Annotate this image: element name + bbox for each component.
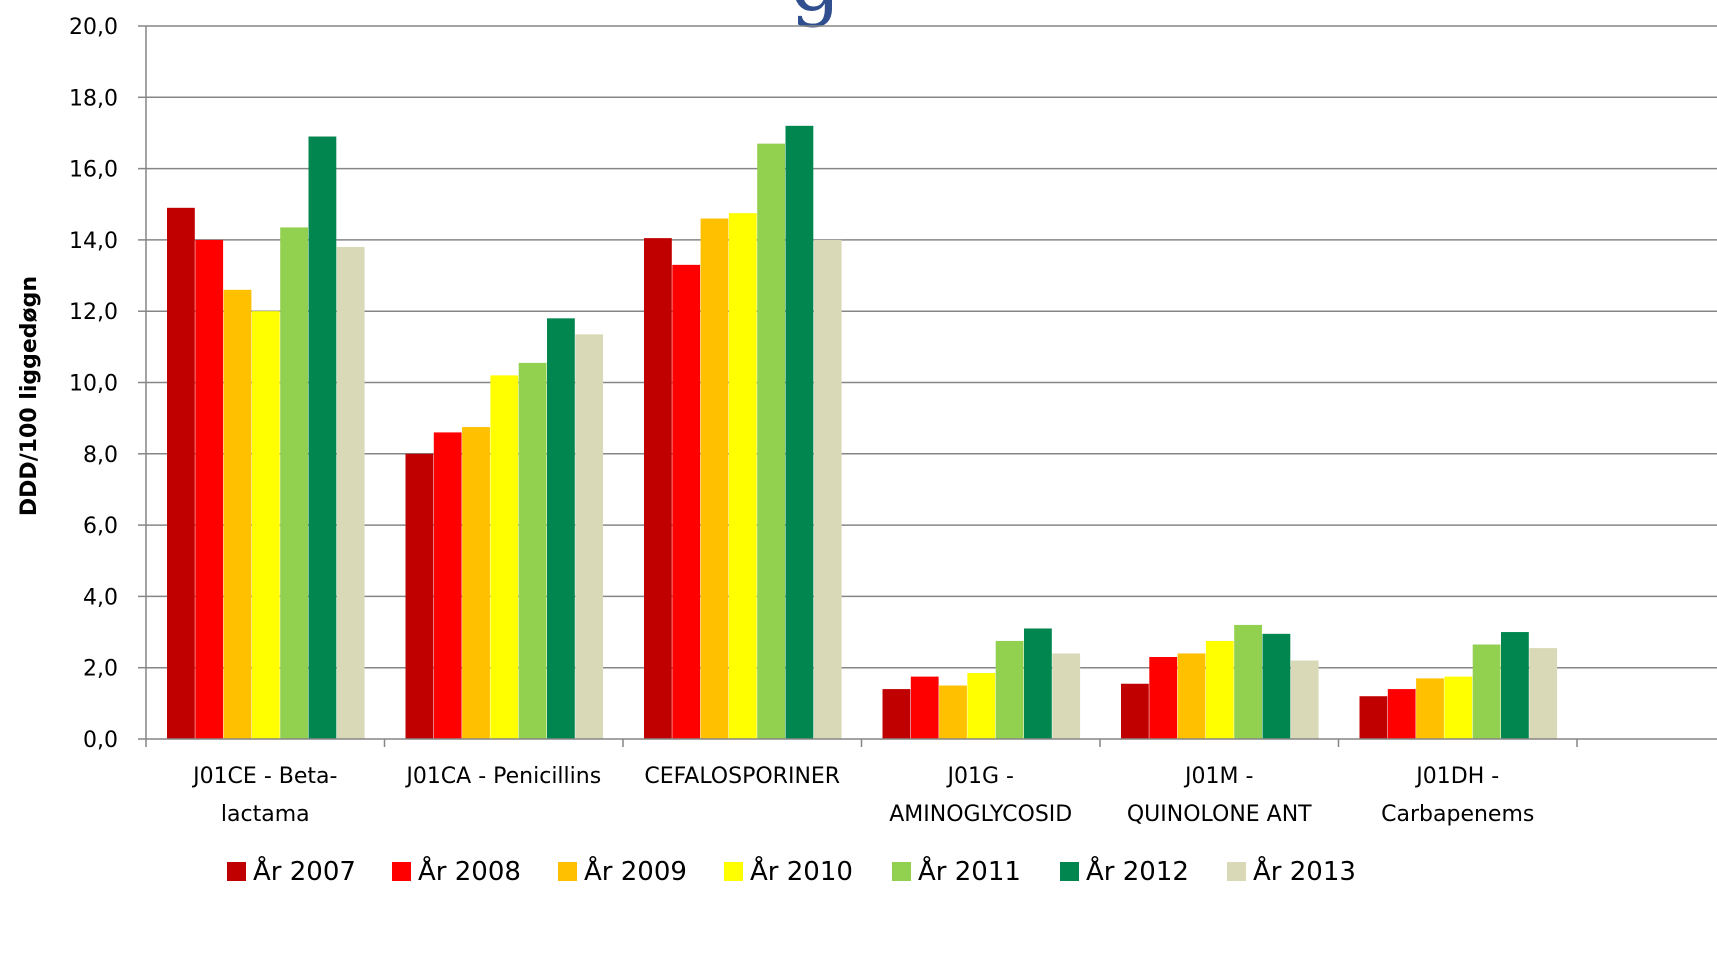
bar — [1052, 653, 1081, 739]
bar — [672, 264, 701, 739]
bar — [1472, 644, 1501, 739]
bar — [1121, 683, 1149, 739]
x-category-label: CEFALOSPORINER — [644, 764, 840, 789]
bar — [995, 640, 1024, 739]
bar — [1444, 676, 1473, 739]
bar — [757, 143, 785, 739]
bar — [336, 247, 365, 739]
y-tick-label: 18,0 — [69, 86, 118, 111]
bar — [1262, 633, 1291, 739]
bar — [882, 689, 911, 739]
bar — [433, 432, 462, 739]
legend-label: År 2007 — [253, 855, 356, 887]
bar — [644, 238, 672, 739]
bar — [910, 676, 939, 739]
legend-swatch — [392, 862, 411, 881]
legend-swatch — [892, 862, 911, 881]
bar — [280, 227, 308, 740]
bar — [167, 207, 195, 739]
bar — [1205, 640, 1234, 739]
bar — [1501, 632, 1529, 739]
x-category-label: J01DH -Carbapenems — [1381, 764, 1534, 827]
y-tick-label: 4,0 — [83, 585, 118, 610]
y-tick-label: 16,0 — [69, 158, 118, 183]
bar — [251, 311, 280, 739]
y-tick-label: 8,0 — [83, 443, 118, 468]
bar — [462, 427, 490, 739]
y-tick-label: 6,0 — [83, 514, 118, 539]
y-axis-ticks: 0,0 2,0 4,0 6,0 8,0 10,0 12,0 14,0 16,0 18,0 20,0 — [69, 15, 118, 753]
bar — [575, 334, 604, 739]
bar — [223, 289, 252, 739]
bar — [547, 318, 575, 739]
y-tick-label: 20,0 — [69, 15, 118, 40]
bar — [785, 125, 814, 739]
bar — [195, 239, 224, 739]
bar — [728, 213, 757, 740]
bar — [405, 453, 434, 739]
bar — [1359, 696, 1388, 739]
bar — [1529, 648, 1558, 739]
bars — [167, 125, 1558, 740]
bar — [1290, 660, 1319, 739]
bar — [1149, 657, 1178, 739]
bar — [813, 239, 842, 739]
legend-label: År 2011 — [918, 855, 1021, 887]
gridlines — [146, 25, 1717, 669]
bar — [490, 375, 519, 739]
bar — [700, 218, 729, 739]
y-axis-label: DDD/100 liggedøgn — [17, 276, 42, 516]
legend: År 2007 År 2008 År 2009 År 2010 År 2011 År 20… — [227, 855, 1356, 887]
bar — [518, 362, 547, 739]
chart-title: g — [790, 0, 841, 29]
x-category-label: J01CE - Beta-lactama — [191, 764, 337, 827]
y-tick-label: 14,0 — [69, 229, 118, 254]
legend-label: År 2010 — [750, 855, 853, 887]
x-category-label: J01G -AMINOGLYCOSID — [889, 764, 1072, 827]
legend-swatch — [724, 862, 743, 881]
bar — [1416, 678, 1444, 739]
bar — [1234, 624, 1262, 739]
legend-swatch — [558, 862, 577, 881]
legend-swatch — [1060, 862, 1079, 881]
legend-label: År 2008 — [418, 855, 521, 887]
y-tick-label: 12,0 — [69, 300, 118, 325]
y-tick-label: 10,0 — [69, 372, 118, 397]
axes — [138, 25, 1717, 747]
legend-swatch — [227, 862, 246, 881]
legend-label: År 2009 — [584, 855, 687, 887]
bar — [967, 673, 996, 739]
bar — [1387, 689, 1416, 739]
y-tick-label: 2,0 — [83, 657, 118, 682]
legend-label: År 2012 — [1086, 855, 1189, 887]
x-category-label: J01M -QUINOLONE ANT — [1127, 764, 1312, 827]
legend-swatch — [1227, 862, 1246, 881]
legend-label: År 2013 — [1253, 855, 1356, 887]
bar — [308, 136, 337, 739]
bar — [939, 685, 967, 739]
bar — [1024, 628, 1052, 739]
x-axis-category-labels: J01CE - Beta-lactama J01CA - Penicillins C… — [191, 764, 1534, 827]
x-category-label: J01CA - Penicillins — [404, 764, 601, 789]
y-tick-label: 0,0 — [83, 728, 118, 753]
bar — [1177, 653, 1206, 739]
